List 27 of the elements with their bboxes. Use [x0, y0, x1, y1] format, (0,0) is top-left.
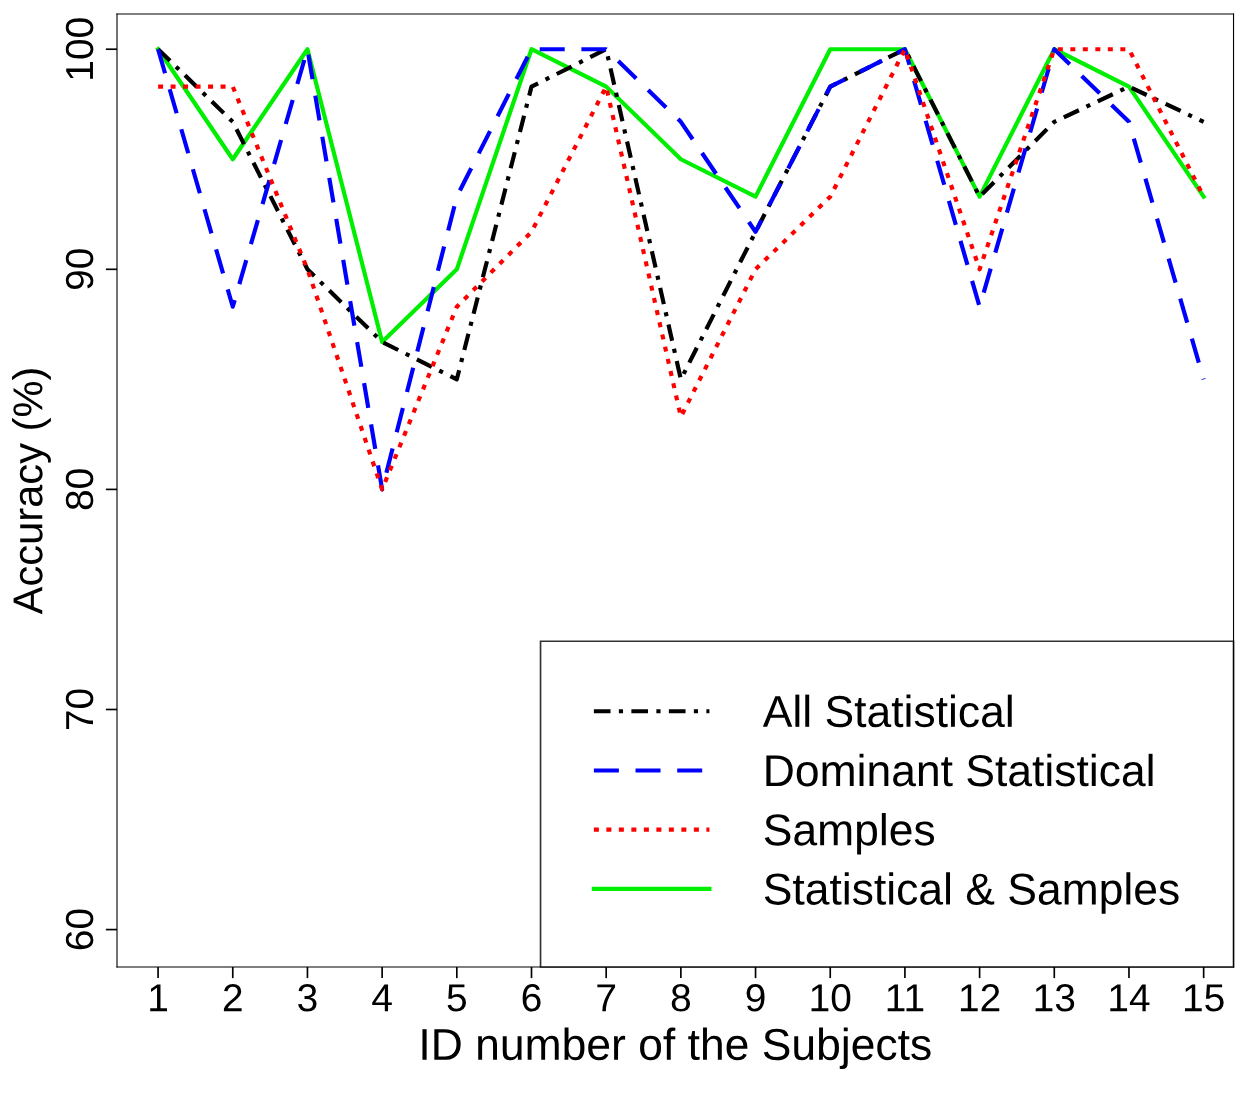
legend-label: Statistical & Samples	[764, 872, 1179, 914]
legend-label: Dominant Statistical	[766, 753, 1153, 787]
y-tick-label: 60	[65, 909, 94, 950]
x-tick-label: 9	[746, 984, 765, 1012]
x-tick-label: 5	[447, 984, 466, 1012]
x-tick-label: 2	[223, 984, 242, 1012]
line-series	[155, 47, 1206, 492]
legend-label: All Statistical	[762, 694, 1012, 728]
y-tick-label: 100	[65, 18, 94, 79]
x-tick-label: 15	[1184, 984, 1224, 1012]
y-axis-title: Accuracy (%)	[12, 369, 51, 615]
x-tick-label: 7	[597, 984, 616, 1012]
legend-label: Samples	[764, 813, 935, 855]
x-tick-label: 8	[671, 984, 690, 1012]
y-tick-label: 80	[65, 469, 94, 510]
y-tick-label: 70	[65, 689, 94, 730]
x-tick-label: 12	[960, 984, 1000, 1012]
x-tick-label: 14	[1110, 984, 1150, 1012]
x-tick-label: 13	[1035, 984, 1075, 1012]
x-tick-label: 11	[887, 984, 924, 1012]
x-tick-label: 3	[298, 984, 317, 1012]
y-tick-label: 90	[65, 249, 94, 290]
x-tick-label: 1	[150, 984, 167, 1012]
x-axis-title: ID number of the Subjects	[422, 1027, 931, 1069]
x-tick-label: 6	[522, 984, 541, 1012]
x-tick-label: 10	[811, 984, 851, 1012]
x-tick-label: 4	[372, 984, 392, 1012]
